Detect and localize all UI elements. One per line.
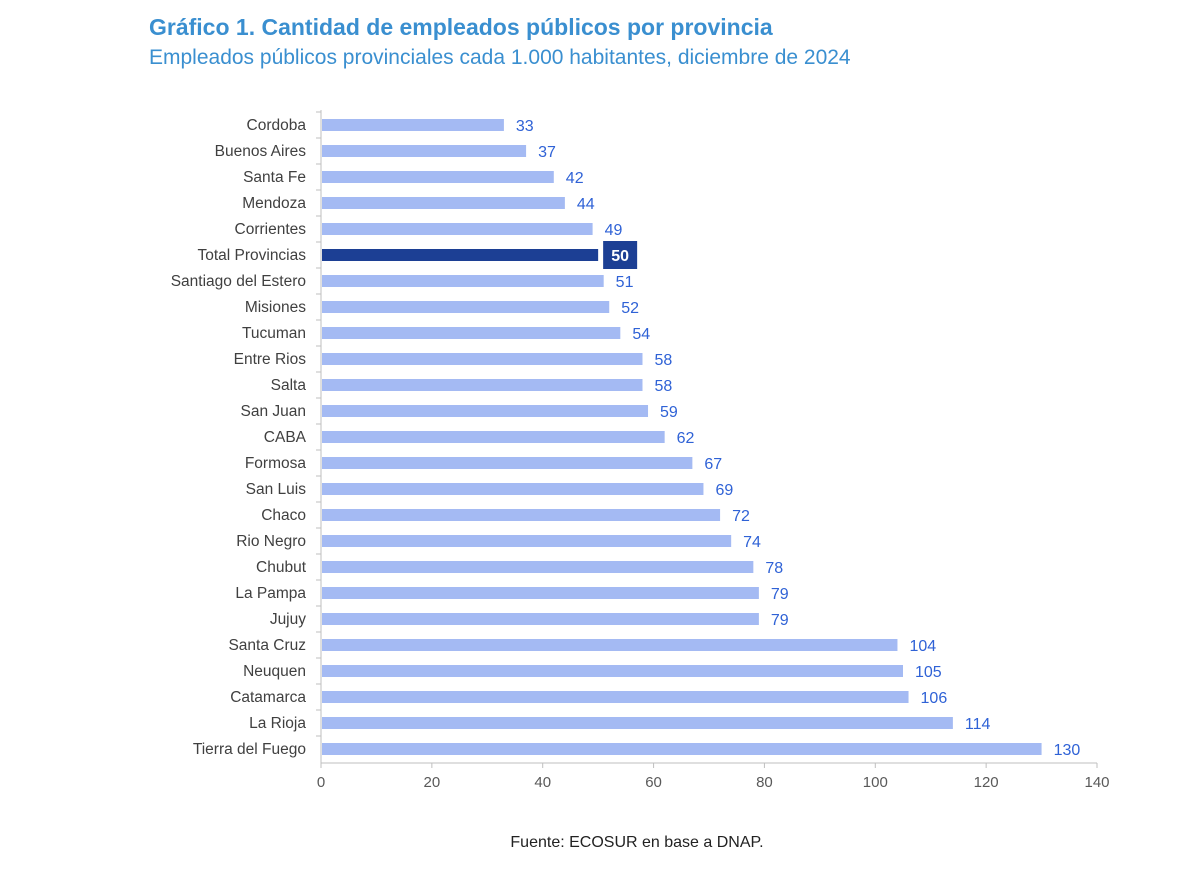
x-tick-label: 60 bbox=[645, 774, 662, 791]
category-label: Chaco bbox=[261, 507, 306, 524]
value-label: 62 bbox=[677, 430, 695, 447]
highlight-value-box bbox=[603, 241, 638, 269]
chart-subtitle: Empleados públicos provinciales cada 1.0… bbox=[149, 46, 851, 69]
category-label: Santa Cruz bbox=[228, 637, 306, 654]
value-label: 72 bbox=[732, 508, 750, 525]
category-label: Buenos Aires bbox=[215, 143, 307, 160]
bar bbox=[322, 665, 903, 677]
bar bbox=[322, 561, 754, 573]
category-label: Rio Negro bbox=[236, 533, 306, 550]
bar bbox=[322, 717, 953, 729]
category-label: Neuquen bbox=[243, 663, 306, 680]
category-label: Corrientes bbox=[235, 221, 307, 238]
value-label: 130 bbox=[1054, 742, 1081, 759]
bar bbox=[322, 691, 909, 703]
category-label: Tucuman bbox=[242, 325, 306, 342]
category-label: Mendoza bbox=[242, 195, 306, 212]
value-label: 59 bbox=[660, 404, 678, 421]
category-label: Santiago del Estero bbox=[171, 273, 306, 290]
x-tick-label: 0 bbox=[317, 774, 325, 791]
value-label: 33 bbox=[516, 118, 534, 135]
value-label: 50 bbox=[611, 248, 629, 265]
bar bbox=[322, 535, 732, 547]
category-label: CABA bbox=[264, 429, 307, 446]
bar bbox=[322, 743, 1042, 755]
x-tick-label: 120 bbox=[974, 774, 999, 791]
category-label: Formosa bbox=[245, 455, 307, 472]
bar bbox=[322, 639, 898, 651]
bar bbox=[322, 171, 554, 183]
category-label: La Pampa bbox=[235, 585, 306, 602]
value-label: 49 bbox=[605, 222, 623, 239]
bar bbox=[322, 197, 565, 209]
category-label: Jujuy bbox=[270, 611, 306, 628]
category-label: Salta bbox=[271, 377, 307, 394]
value-label: 37 bbox=[538, 144, 556, 161]
x-tick-label: 100 bbox=[863, 774, 888, 791]
value-label: 74 bbox=[743, 534, 761, 551]
value-label: 58 bbox=[654, 352, 672, 369]
value-label: 67 bbox=[704, 456, 722, 473]
value-label: 78 bbox=[765, 560, 783, 577]
x-tick-label: 40 bbox=[534, 774, 551, 791]
value-label: 54 bbox=[632, 326, 650, 343]
bar bbox=[322, 379, 643, 391]
value-label: 105 bbox=[915, 664, 942, 681]
value-label: 58 bbox=[654, 378, 672, 395]
category-label: Santa Fe bbox=[243, 169, 306, 186]
value-label: 79 bbox=[771, 612, 789, 629]
bar bbox=[322, 405, 649, 417]
source-note: Fuente: ECOSUR en base a DNAP. bbox=[510, 834, 764, 851]
value-label: 104 bbox=[909, 638, 936, 655]
category-label: Total Provincias bbox=[197, 247, 306, 264]
bar bbox=[322, 301, 610, 313]
bar bbox=[322, 353, 643, 365]
category-label: Chubut bbox=[256, 559, 307, 576]
value-label: 51 bbox=[616, 274, 634, 291]
value-label: 52 bbox=[621, 300, 639, 317]
category-label: Entre Rios bbox=[234, 351, 307, 368]
bar bbox=[322, 119, 504, 131]
value-label: 69 bbox=[715, 482, 733, 499]
category-label: San Luis bbox=[246, 481, 307, 498]
value-label: 106 bbox=[921, 690, 948, 707]
bar bbox=[322, 275, 604, 287]
bar bbox=[322, 223, 593, 235]
category-label: Misiones bbox=[245, 299, 306, 316]
bar bbox=[322, 145, 527, 157]
category-label: Catamarca bbox=[230, 689, 306, 706]
value-label: 44 bbox=[577, 196, 595, 213]
bar bbox=[322, 483, 704, 495]
x-tick-label: 80 bbox=[756, 774, 773, 791]
value-label: 79 bbox=[771, 586, 789, 603]
x-tick-label: 20 bbox=[424, 774, 441, 791]
bar bbox=[322, 457, 693, 469]
value-label: 42 bbox=[566, 170, 584, 187]
bar bbox=[322, 431, 665, 443]
category-label: Tierra del Fuego bbox=[193, 741, 306, 758]
highlight-bar bbox=[322, 249, 599, 261]
bar bbox=[322, 587, 759, 599]
bar bbox=[322, 509, 721, 521]
category-label: Cordoba bbox=[247, 117, 307, 134]
bar bbox=[322, 613, 759, 625]
bar bbox=[322, 327, 621, 339]
category-label: La Rioja bbox=[249, 715, 306, 732]
value-label: 114 bbox=[965, 716, 991, 733]
category-label: San Juan bbox=[241, 403, 307, 420]
chart-title: Gráfico 1. Cantidad de empleados público… bbox=[149, 14, 773, 40]
x-tick-label: 140 bbox=[1084, 774, 1109, 791]
